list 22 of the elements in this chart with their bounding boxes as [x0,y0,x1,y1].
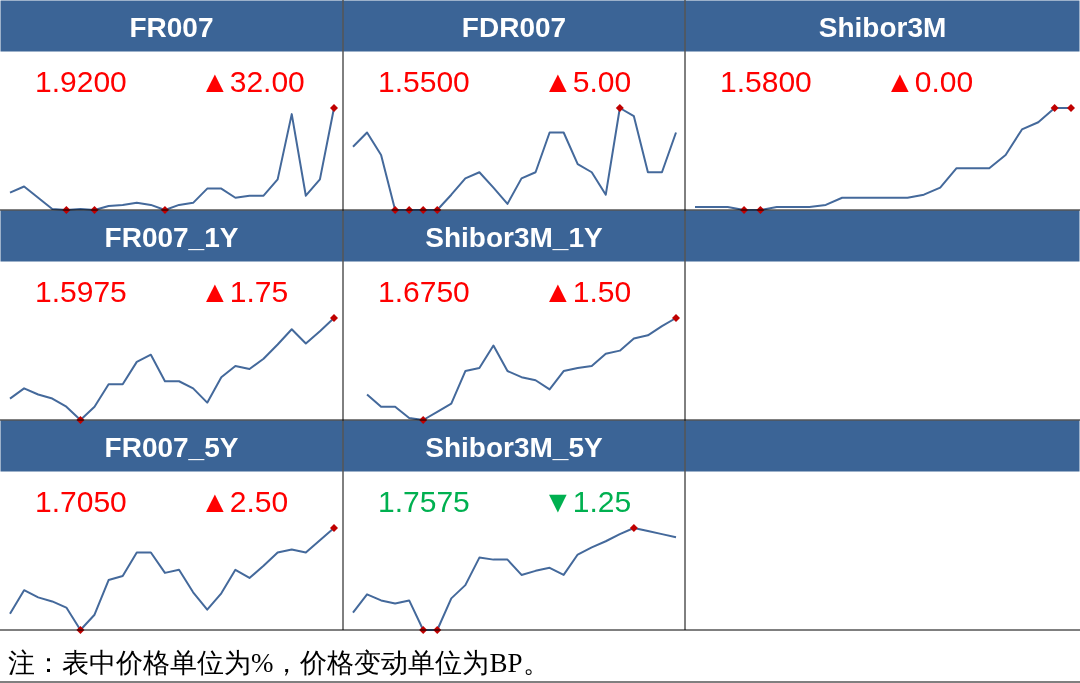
text: ▲0.00 [885,65,974,98]
text: 1.5500 [378,65,470,98]
text: ▲1.75 [200,275,289,308]
text: 1.7050 [35,485,127,518]
text: ▼1.25 [543,485,632,518]
chart-title: Shibor3M_5Y [425,432,604,463]
text: 注：表中价格单位为%，价格变动单位为BP。 [8,648,550,678]
text: ▲2.50 [200,485,289,518]
text: 1.6750 [378,275,470,308]
chart-title: FR007_1Y [104,222,239,253]
text: ▲5.00 [543,65,632,98]
text: ▲32.00 [200,65,305,98]
chart-title: Shibor3M_1Y [425,222,604,253]
chart-title: FDR007 [461,12,567,43]
chart-title: FR007 [129,12,214,43]
text: 1.7575 [378,485,470,518]
text: 1.9200 [35,65,127,98]
text: ▲1.50 [543,275,632,308]
text: 1.5800 [720,65,812,98]
chart-title: Shibor3M [818,12,947,43]
chart-title: FR007_5Y [104,432,239,463]
text: 1.5975 [35,275,127,308]
